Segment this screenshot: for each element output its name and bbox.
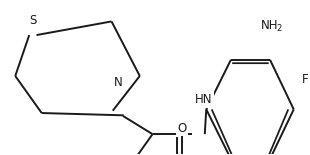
Text: N: N — [114, 76, 122, 89]
Text: S: S — [29, 14, 37, 27]
Text: NH: NH — [261, 19, 279, 32]
Text: O: O — [177, 122, 187, 135]
Text: F: F — [302, 73, 309, 86]
Text: 2: 2 — [276, 24, 281, 33]
Text: HN: HN — [195, 93, 212, 106]
